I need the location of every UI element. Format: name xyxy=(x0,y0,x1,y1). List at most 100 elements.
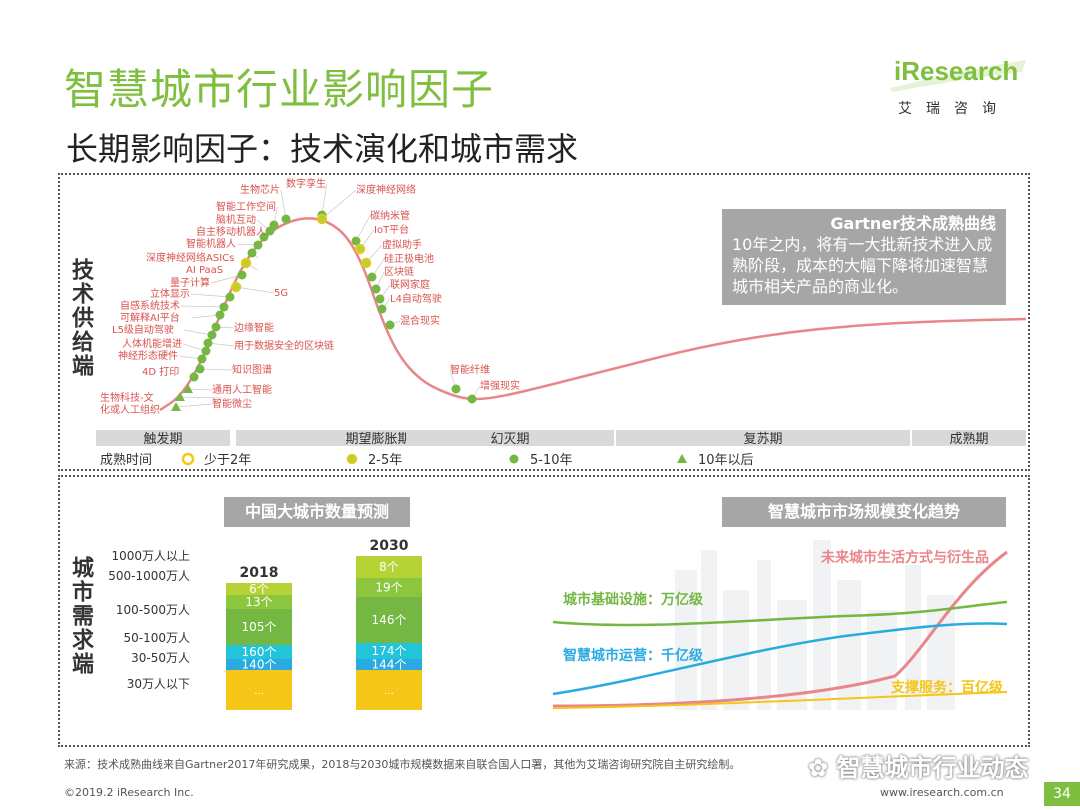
trend-label-3: 支撑服务：百亿级 xyxy=(890,679,1004,696)
leader-line xyxy=(190,293,231,298)
hype-marker-5 xyxy=(351,236,361,246)
bar-value-2030-0: ... xyxy=(384,686,394,697)
hype-label-7: IoT平台 xyxy=(374,223,409,236)
source-note: 来源：技术成熟曲线来自Gartner2017年研究成果，2018与2030城市规… xyxy=(64,758,741,771)
bar-value-2030-1: 144个 xyxy=(372,658,407,672)
bar-row-label-0: 30万人以下 xyxy=(127,677,190,691)
page-number: 34 xyxy=(1044,782,1080,806)
leader-line xyxy=(181,305,225,308)
gartner-title: Gartner技术成熟曲线 xyxy=(830,214,996,233)
market-trend-chart-title: 智慧城市市场规模变化趋势 xyxy=(722,497,1006,527)
hype-marker-9 xyxy=(247,248,257,258)
hype-marker-25 xyxy=(201,346,211,356)
hype-marker-30 xyxy=(467,394,477,404)
bar-value-2030-5: 8个 xyxy=(379,560,399,574)
hype-label-28: 4D 打印 xyxy=(142,365,179,378)
bar-segment-2030-1 xyxy=(356,659,422,670)
phase-label-4: 成熟期 xyxy=(949,431,988,447)
page-title: 智慧城市行业影响因子 xyxy=(64,65,495,114)
city-demand-panel xyxy=(58,475,1030,747)
technology-supply-panel xyxy=(58,173,1030,471)
phase-band-3 xyxy=(616,430,910,446)
legend-text-1: 2-5年 xyxy=(368,453,402,468)
hype-label-31: 通用人工智能 xyxy=(212,383,272,396)
leader-line xyxy=(179,396,223,399)
bar-segment-2018-2 xyxy=(226,645,292,659)
city-skyline-background xyxy=(675,540,955,710)
hype-marker-24 xyxy=(203,338,213,348)
page-subtitle: 长期影响因子：技术演化和城市需求 xyxy=(66,130,579,168)
hype-label-15: 5G xyxy=(274,288,288,299)
bar-category-2018: 2018 xyxy=(240,565,279,581)
city-count-bar-chart: 30万人以下 30-50万人 50-100万人 100-500万人 500-1000万人… xyxy=(108,538,422,710)
gartner-body: 10年之内，将有一大批新技术进入成熟阶段，成本的大幅下降将加速智慧城市相关产品的… xyxy=(732,235,993,296)
hype-label-19: L4自动驾驶 xyxy=(390,292,442,305)
hype-marker-7 xyxy=(354,243,366,255)
leader-line xyxy=(187,388,213,391)
legend-marker-2 xyxy=(509,454,519,464)
leader-line xyxy=(235,286,275,294)
phase-label-2: 幻灭期 xyxy=(490,432,529,447)
bar-segment-2030-2 xyxy=(356,643,422,659)
copyright: ©2019.2 iResearch Inc. xyxy=(64,786,194,799)
hype-marker-28 xyxy=(189,372,199,382)
hype-label-20: 可解释AI平台 xyxy=(120,311,180,324)
bar-segment-2030-3 xyxy=(356,597,422,643)
city-count-chart-title: 中国大城市数量预测 xyxy=(224,497,410,527)
hype-label-6: 自主移动机器人 xyxy=(196,225,266,238)
bar-value-2018-5: 6个 xyxy=(249,582,269,596)
bar-segment-2030-5 xyxy=(356,556,422,578)
leader-line xyxy=(321,189,357,220)
bar-segment-2030-0 xyxy=(356,670,422,710)
city-demand-side-label: 城市需求端 xyxy=(68,556,93,676)
leader-line xyxy=(210,274,243,284)
leader-line xyxy=(199,368,233,371)
trend-label-2: 智慧城市运营：千亿级 xyxy=(562,647,704,664)
hype-marker-19 xyxy=(377,304,387,314)
hype-marker-6 xyxy=(259,232,269,242)
bar-row-label-3: 100-500万人 xyxy=(116,603,190,617)
trend-line-0 xyxy=(552,550,1008,708)
hype-label-17: 联网家庭 xyxy=(390,278,430,291)
hype-marker-16 xyxy=(225,292,235,302)
trend-lines xyxy=(552,550,1008,709)
leader-line xyxy=(321,183,328,216)
hype-label-13: 量子计算 xyxy=(170,276,210,289)
hype-label-24: 用于数据安全的区块链 xyxy=(234,339,334,352)
bar-value-2030-4: 19个 xyxy=(375,581,402,595)
bar-segment-2018-1 xyxy=(226,659,292,670)
hype-marker-31 xyxy=(183,384,193,393)
bar-row-label-4: 500-1000万人 xyxy=(108,569,190,583)
trend-label-1: 城市基础设施：万亿级 xyxy=(563,591,704,608)
hype-marker-32 xyxy=(175,392,185,401)
bar-value-2018-2: 160个 xyxy=(242,645,277,659)
hype-markers xyxy=(171,210,477,411)
tech-supply-side-label: 技术供给端 xyxy=(68,258,93,378)
trend-line-2 xyxy=(552,622,1008,696)
bar-segment-2030-4 xyxy=(356,578,422,597)
hype-marker-17 xyxy=(375,294,385,304)
iresearch-logo: iResearch 艾瑞咨询 xyxy=(880,54,1030,124)
bar-segment-2018-5 xyxy=(226,583,292,595)
hype-marker-33 xyxy=(171,402,181,411)
bar-segment-2018-3 xyxy=(226,609,292,645)
legend-text-0: 少于2年 xyxy=(204,453,251,468)
hype-label-33: 智能微尘 xyxy=(212,397,252,410)
hype-label-27: 知识图谱 xyxy=(232,363,272,376)
hype-label-1: 数字孪生 xyxy=(286,177,326,190)
hype-marker-22 xyxy=(211,322,221,332)
phase-label-1: 期望膨胀期 xyxy=(345,431,410,447)
leader-line xyxy=(175,403,213,408)
hype-marker-23 xyxy=(207,330,217,340)
leader-line xyxy=(355,215,371,242)
phase-band-4 xyxy=(912,430,1026,446)
bar-row-label-2: 50-100万人 xyxy=(123,631,190,645)
phase-label-3: 复苏期 xyxy=(743,431,782,447)
hype-label-3: 智能工作空间 xyxy=(216,200,276,213)
leader-line xyxy=(280,189,287,220)
legend-marker-0 xyxy=(181,452,195,466)
phase-band-0 xyxy=(96,430,230,446)
phase-band-2 xyxy=(406,430,614,446)
